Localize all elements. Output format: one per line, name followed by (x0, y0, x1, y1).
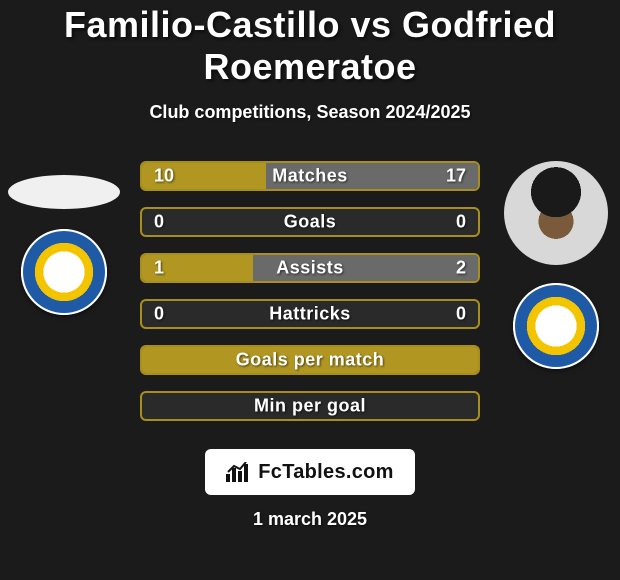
footer-date: 1 march 2025 (0, 509, 620, 530)
avatar-face-placeholder (504, 161, 608, 265)
stat-value-right: 17 (446, 166, 466, 187)
footer-brand-text: FcTables.com (258, 461, 394, 484)
player-left-club-badge: RKC WAALWIJK (21, 229, 107, 315)
stat-label: Goals per match (236, 350, 385, 371)
stat-value-left: 0 (154, 212, 164, 233)
stat-value-right: 0 (456, 212, 466, 233)
stat-row: 0 0 Goals (140, 207, 480, 237)
player-right-column: RKC WAALWIJK (496, 161, 616, 369)
stat-label: Hattricks (269, 304, 351, 325)
player-left-column: RKC WAALWIJK (4, 161, 124, 315)
stats-container: 10 17 Matches 0 0 Goals 1 2 Assists 0 0 Hattricks Go… (140, 161, 480, 437)
player-left-avatar (8, 175, 120, 209)
player-right-club-badge: RKC WAALWIJK (513, 283, 599, 369)
stat-value-right: 2 (456, 258, 466, 279)
comparison-panel: RKC WAALWIJK RKC WAALWIJK 1017Matches00G… (0, 161, 620, 441)
stat-label: Matches (272, 166, 348, 187)
stat-value-left: 1 (154, 258, 164, 279)
stat-value-right: 0 (456, 304, 466, 325)
footer-logo[interactable]: FcTables.com (205, 449, 415, 495)
stat-row: Min per goal (140, 391, 480, 421)
stat-row: Goals per match (140, 345, 480, 375)
stat-row: 1 2 Assists (140, 253, 480, 283)
stat-label: Min per goal (254, 396, 366, 417)
player-right-avatar (504, 161, 608, 265)
page-title: Familio-Castillo vs Godfried Roemeratoe (0, 0, 620, 88)
stat-value-left: 0 (154, 304, 164, 325)
subtitle: Club competitions, Season 2024/2025 (0, 102, 620, 123)
chart-icon (226, 462, 252, 482)
stat-value-left: 10 (154, 166, 174, 187)
stat-label: Goals (284, 212, 337, 233)
stat-row: 10 17 Matches (140, 161, 480, 191)
stat-row: 0 0 Hattricks (140, 299, 480, 329)
stat-label: Assists (276, 258, 344, 279)
